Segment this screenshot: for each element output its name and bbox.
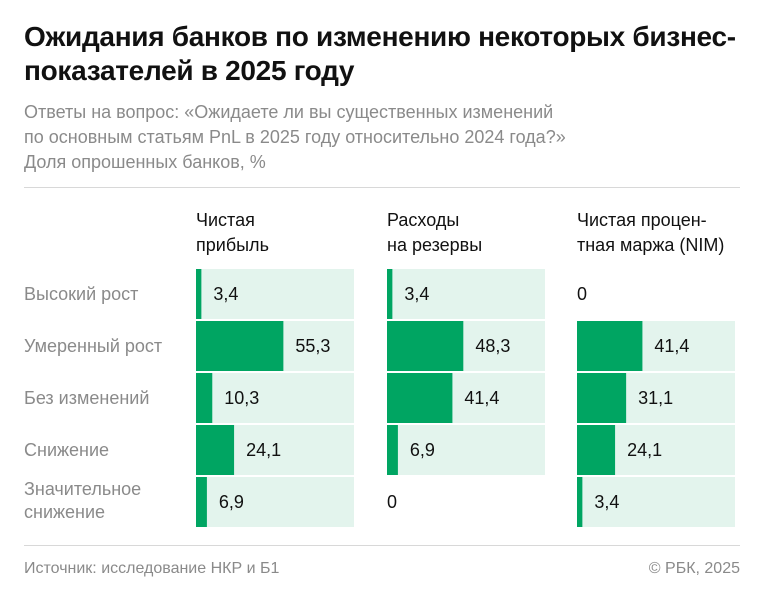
bar [196, 425, 235, 475]
bar-track [577, 477, 735, 527]
copyright: © РБК, 2025 [648, 560, 740, 577]
value-label: 48,3 [475, 336, 510, 356]
bar-track [387, 269, 545, 319]
bar [577, 425, 616, 475]
bar-track [196, 477, 354, 527]
bar [196, 373, 213, 423]
bar [196, 321, 284, 371]
bar-track [196, 373, 354, 423]
bar [387, 269, 393, 319]
value-label: 6,9 [410, 440, 435, 460]
bar-track [387, 425, 545, 475]
subtitle-line: по основным статьям PnL в 2025 году отно… [24, 127, 566, 147]
value-label: 0 [577, 284, 587, 304]
bar [577, 477, 583, 527]
bar-track [196, 269, 354, 319]
value-label: 41,4 [464, 388, 499, 408]
value-label: 0 [387, 492, 397, 512]
subtitle-line: Ответы на вопрос: «Ожидаете ли вы сущест… [24, 102, 554, 122]
panel-title-net-profit: Чистая прибыль [196, 210, 269, 255]
bar [387, 373, 453, 423]
value-label: 24,1 [627, 440, 662, 460]
value-label: 55,3 [295, 336, 330, 356]
category-label: Умеренный рост [24, 336, 163, 356]
bottom-divider [24, 545, 740, 546]
value-label: 3,4 [213, 284, 238, 304]
value-label: 10,3 [224, 388, 259, 408]
value-label: 6,9 [219, 492, 244, 512]
bar [196, 269, 202, 319]
category-label: Снижение [24, 440, 110, 460]
panel-title-nim: Чистая процен- тная маржа (NIM) [577, 210, 725, 255]
bar [196, 477, 207, 527]
top-divider [24, 187, 740, 188]
category-label: Высокий рост [24, 284, 139, 304]
value-label: 41,4 [654, 336, 689, 356]
source-note: Источник: исследование НКР и Б1 [24, 560, 280, 577]
value-label: 31,1 [638, 388, 673, 408]
chart-subtitle: Ответы на вопрос: «Ожидаете ли вы сущест… [24, 100, 744, 175]
value-label: 24,1 [246, 440, 281, 460]
value-label: 3,4 [594, 492, 619, 512]
chart-title: Ожидания банков по изменению некоторых б… [24, 21, 736, 86]
subtitle-line: Доля опрошенных банков, % [24, 152, 266, 172]
value-label: 3,4 [404, 284, 429, 304]
bar [577, 373, 627, 423]
bar [577, 321, 643, 371]
bar [387, 321, 464, 371]
category-label: Без изменений [24, 388, 150, 408]
panel-title-provisions: Расходы на резервы [387, 210, 483, 255]
bar [387, 425, 398, 475]
category-label: Значительное снижение [24, 479, 142, 522]
